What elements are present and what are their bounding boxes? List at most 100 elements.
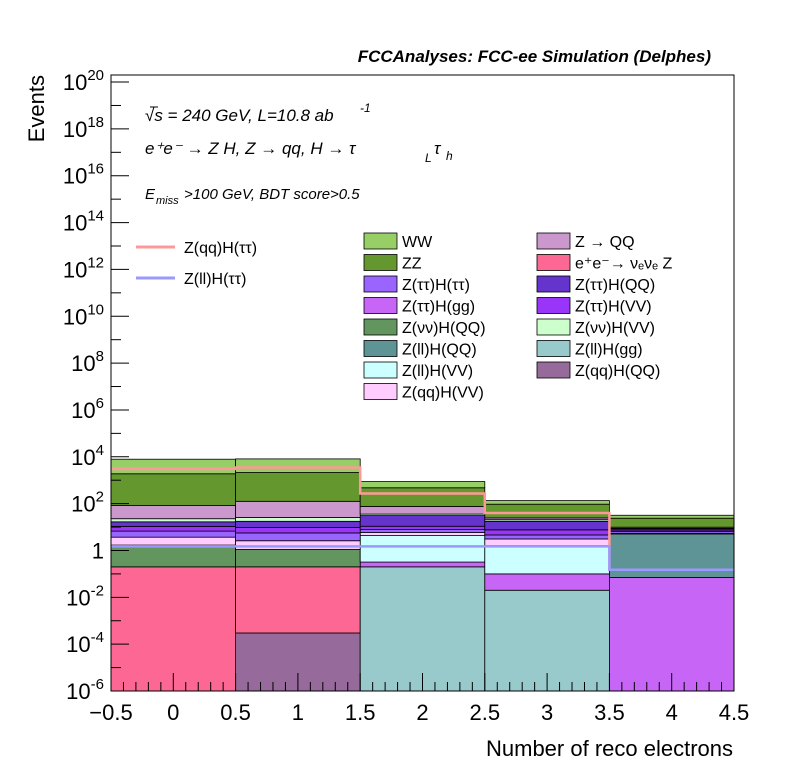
- legend-swatch: [536, 232, 571, 250]
- x-tick-label: 3: [541, 700, 553, 725]
- x-tick-label: 1: [292, 700, 304, 725]
- legend-swatch: [536, 254, 571, 271]
- bar-8-bin-3: [484, 534, 610, 540]
- legend-label: Z(νν)H(QQ): [402, 320, 486, 337]
- y-tick-label: 102: [71, 489, 104, 517]
- x-tick-label: 0: [167, 700, 179, 725]
- legend-label: Z(qq)H(QQ): [575, 363, 660, 380]
- legend-swatch: [536, 361, 571, 379]
- bar-11-bin-0: [110, 518, 236, 523]
- y-tick-label: 10-2: [66, 582, 104, 610]
- bar-14-bin-1: [235, 458, 361, 473]
- signal-lines: [111, 466, 734, 572]
- y-axis-label: Events: [24, 75, 49, 142]
- line-series-1: [111, 545, 734, 572]
- legend-swatch: [363, 383, 398, 400]
- bar-10-bin-3: [484, 520, 610, 531]
- bar-9-bin-3: [484, 529, 610, 536]
- legend-label: Z(ll)H(VV): [402, 363, 473, 380]
- legend-swatch: [363, 297, 398, 314]
- legend-label: Z(ll)H(QQ): [402, 342, 477, 359]
- y-tick-label: 10-4: [66, 629, 104, 657]
- legend-swatch: [363, 361, 398, 379]
- annotation-miss-sub: miss: [156, 195, 179, 207]
- legend-label: Z → QQ: [575, 234, 635, 251]
- chart-title: FCCAnalyses: FCC-ee Simulation (Delphes): [358, 47, 712, 66]
- x-tick-label: 2.5: [470, 700, 501, 725]
- bar-11-bin-1: [235, 517, 361, 522]
- bar-7-bin-3: [484, 538, 610, 547]
- bar-3-bin-3: [484, 573, 610, 591]
- bar-12-bin-0: [110, 505, 236, 520]
- bar-4-bin-1: [235, 549, 361, 568]
- annotation-e: E: [145, 186, 156, 203]
- legend-label: ZZ: [402, 256, 422, 273]
- legend-label: Z(ττ)H(QQ): [575, 277, 655, 294]
- bar-10-bin-0: [110, 521, 236, 527]
- y-axis: 1020 1018 1016 1014 1012 1010 108 106 104 102 1 10-…: [63, 67, 129, 704]
- y-tick-label: 1016: [63, 161, 104, 189]
- legend-signal: Z(qq)H(ττ) Z(ll)H(ττ): [136, 240, 257, 288]
- bar-9-bin-1: [235, 527, 361, 534]
- y-tick-label: 1: [92, 538, 104, 563]
- legend-swatch: [363, 275, 398, 293]
- bar-8-bin-0: [110, 530, 236, 538]
- bar-13-bin-3: [484, 503, 610, 519]
- annotation-energy-lumi: √s = 240 GeV, L=10.8 ab: [145, 106, 334, 125]
- bar-13-bin-4: [609, 517, 735, 528]
- legend-label: e⁺e⁻→ νₑνₑ Z: [575, 256, 672, 273]
- bar-7-bin-2: [359, 532, 486, 536]
- legend-label: Z(ll)H(gg): [575, 342, 643, 359]
- bar-13-bin-2: [359, 487, 486, 507]
- bar-7-bin-0: [110, 536, 236, 546]
- y-tick-label: 1010: [63, 301, 104, 329]
- y-tick-label: 106: [71, 395, 104, 423]
- legend-swatch: [363, 232, 398, 250]
- bar-2-bin-2: [359, 566, 486, 692]
- annotation-tau-2: τ: [434, 139, 442, 158]
- legend-swatch: [536, 318, 571, 336]
- y-tick-label: 10-6: [66, 676, 104, 704]
- bar-10-bin-2: [359, 515, 486, 527]
- annotation-tau-sub-l: L: [425, 151, 432, 165]
- bar-8-bin-2: [359, 529, 486, 533]
- x-tick-label: 1.5: [345, 700, 376, 725]
- bar-14-bin-4: [609, 514, 735, 519]
- annotation-selection: >100 GeV, BDT score>0.5: [184, 186, 360, 203]
- bar-9-bin-0: [110, 525, 236, 532]
- y-tick-label: 1014: [63, 208, 104, 236]
- x-tick-label: 3.5: [594, 700, 625, 725]
- bar-14-bin-2: [359, 481, 486, 489]
- bar-1-bin-0: [110, 566, 236, 692]
- bar-14-bin-3: [484, 500, 610, 505]
- legend-swatch: [536, 340, 571, 357]
- bar-14-bin-0: [110, 458, 236, 475]
- x-axis-label: Number of reco electrons: [486, 736, 733, 761]
- bar-12-bin-2: [359, 506, 486, 515]
- legend-label: Z(qq)H(VV): [402, 385, 484, 402]
- bar-12-bin-1: [235, 500, 361, 518]
- legend-swatch: [536, 297, 571, 314]
- x-tick-label: 0.5: [220, 700, 251, 725]
- x-tick-label: 2: [416, 700, 428, 725]
- bar-4-bin-0: [110, 544, 236, 568]
- y-tick-label: 108: [71, 348, 104, 376]
- x-axis: −0.5 0 0.5 1 1.5 2 2.5 3 3.5 4 4.5: [89, 673, 749, 725]
- line-series-0: [111, 466, 734, 572]
- legend-line-label: Z(qq)H(ττ): [184, 240, 257, 257]
- legend-line-label: Z(ll)H(ττ): [184, 271, 246, 288]
- legend-label: Z(ττ)H(ττ): [402, 277, 470, 294]
- legend-swatch: [363, 340, 398, 357]
- y-tick-label: 1020: [63, 67, 104, 95]
- bar-8-bin-1: [235, 532, 361, 542]
- x-tick-label: 4.5: [719, 700, 750, 725]
- y-tick-label: 1012: [63, 254, 104, 282]
- x-tick-label: 4: [666, 700, 678, 725]
- bar-10-bin-1: [235, 520, 361, 528]
- legend-label: Z(ττ)H(VV): [575, 299, 652, 316]
- bar-5-bin-3: [484, 545, 610, 575]
- legend-swatch: [363, 254, 398, 271]
- y-tick-label: 1018: [63, 114, 104, 142]
- bar-13-bin-0: [110, 473, 236, 506]
